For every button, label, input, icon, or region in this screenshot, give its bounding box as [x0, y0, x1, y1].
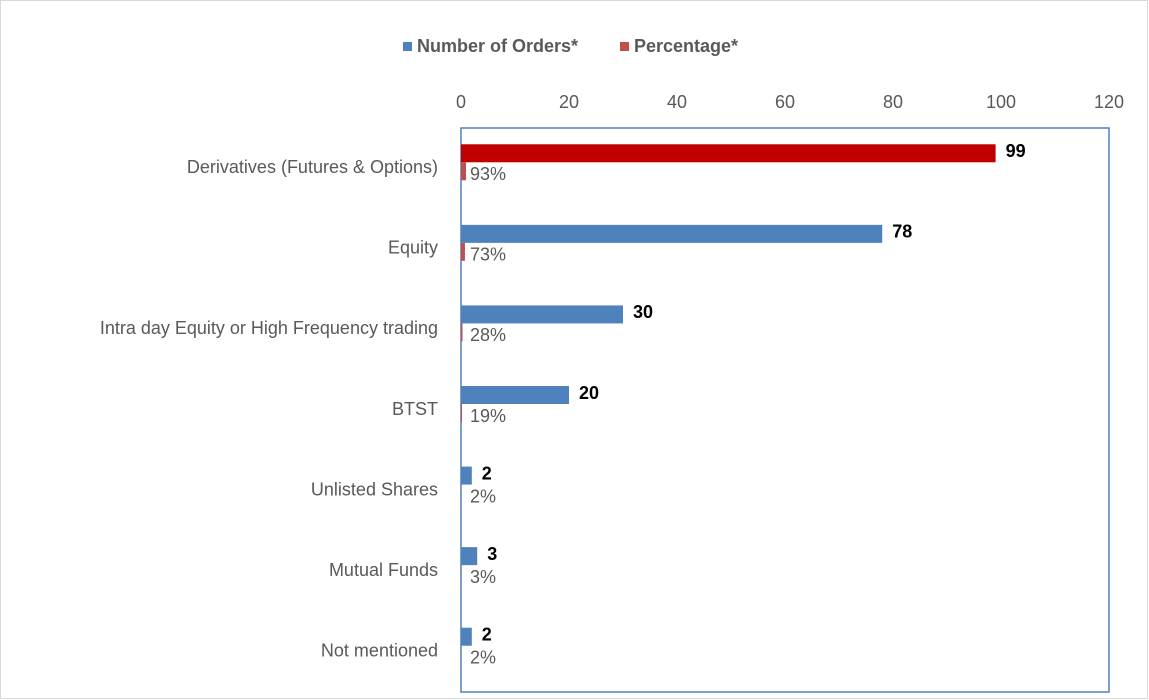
- bar: [461, 242, 465, 261]
- y-tick-label: BTST: [392, 399, 438, 419]
- legend-label: Number of Orders*: [417, 36, 578, 56]
- y-tick-label: Unlisted Shares: [311, 479, 438, 499]
- x-tick-label: 60: [775, 92, 795, 112]
- bar: [461, 224, 883, 243]
- bar: [461, 627, 472, 646]
- x-tick-label: 0: [456, 92, 466, 112]
- data-label: 2: [482, 624, 492, 644]
- bar: [461, 547, 478, 566]
- data-label: 2%: [470, 486, 496, 506]
- bar: [461, 386, 569, 404]
- bar: [461, 466, 472, 485]
- data-label: 93%: [470, 164, 506, 184]
- bar: [461, 162, 467, 181]
- data-label: 73%: [470, 245, 506, 265]
- data-label: 28%: [470, 325, 506, 345]
- y-tick-label: Equity: [388, 238, 438, 258]
- y-tick-label: Intra day Equity or High Frequency tradi…: [100, 318, 438, 338]
- x-tick-label: 100: [986, 92, 1016, 112]
- x-tick-label: 120: [1094, 92, 1124, 112]
- data-label: 3%: [470, 567, 496, 587]
- y-tick-label: Derivatives (Futures & Options): [187, 157, 438, 177]
- x-tick-label: 20: [559, 92, 579, 112]
- data-label: 78: [892, 222, 912, 242]
- bar: [461, 144, 996, 163]
- y-tick-label: Mutual Funds: [329, 560, 438, 580]
- data-label: 20: [579, 383, 599, 403]
- data-label: 19%: [470, 406, 506, 426]
- bar: [461, 305, 623, 324]
- legend-label: Percentage*: [634, 36, 738, 56]
- data-label: 3: [487, 544, 497, 564]
- data-label: 2%: [470, 647, 496, 667]
- data-label: 99: [1006, 141, 1026, 161]
- data-label: 30: [633, 302, 653, 322]
- bar: [461, 323, 463, 342]
- x-tick-label: 80: [883, 92, 903, 112]
- x-tick-label: 40: [667, 92, 687, 112]
- bar: [461, 404, 463, 422]
- legend-swatch: [403, 42, 412, 51]
- y-tick-label: Not mentioned: [321, 640, 438, 660]
- legend-swatch: [620, 42, 629, 51]
- data-label: 2: [482, 463, 492, 483]
